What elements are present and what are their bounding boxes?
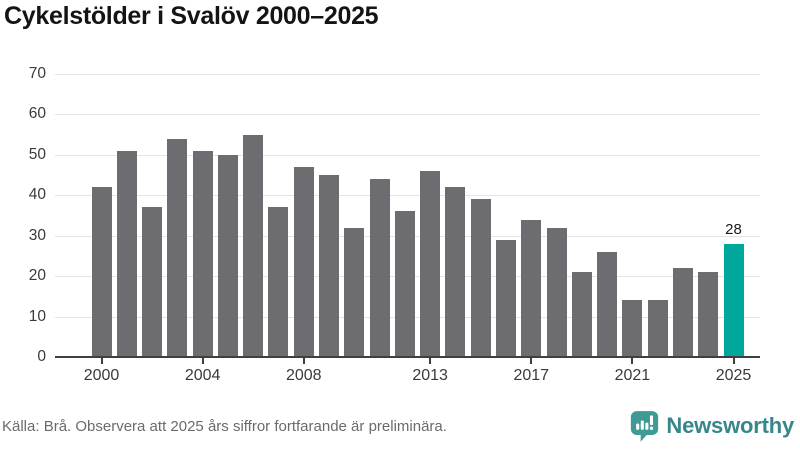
newsworthy-wordmark: Newsworthy: [666, 413, 794, 438]
x-axis-label: 2000: [83, 367, 120, 384]
newsworthy-logo-icon: [630, 410, 659, 442]
bar-2011: [369, 179, 390, 357]
x-axis-tick: [201, 358, 204, 364]
bar-2018: [546, 227, 567, 357]
bar-2010: [344, 227, 365, 357]
x-axis-label: 2021: [614, 367, 651, 384]
bar-2001: [116, 150, 137, 357]
x-axis-label: 2004: [184, 367, 221, 384]
x-axis-tick: [530, 358, 533, 364]
chart-title: Cykelstölder i Svalöv 2000–2025: [4, 2, 379, 30]
footer: Källa: Brå. Observera att 2025 års siffr…: [0, 406, 800, 450]
x-axis-tick: [100, 358, 103, 364]
bar-2013: [420, 171, 441, 357]
y-axis-label: 70: [28, 65, 46, 82]
bar-2022: [647, 300, 668, 357]
bar-2012: [394, 211, 415, 357]
bar-2007: [268, 207, 289, 357]
y-axis-label: 10: [28, 307, 46, 325]
bar-2019: [571, 272, 592, 357]
bar-2024: [698, 272, 719, 357]
x-axis-tick: [429, 358, 432, 364]
y-axis-label: 0: [37, 348, 46, 365]
y-axis-label: 30: [28, 226, 46, 244]
bar-2003: [167, 138, 188, 357]
bar-2006: [243, 134, 264, 357]
bar-2021: [622, 300, 643, 357]
bar-2017: [521, 219, 542, 357]
y-gridline: [55, 195, 760, 197]
newsworthy-logo: Newsworthy: [630, 410, 794, 442]
x-axis-label: 2008: [285, 367, 322, 384]
bar-2004: [192, 150, 213, 357]
bar-2025: [723, 243, 744, 357]
y-axis-label: 20: [28, 267, 46, 285]
bar-2008: [293, 166, 314, 357]
y-axis-label: 60: [28, 105, 46, 123]
bar-2002: [142, 207, 163, 357]
x-axis-tick: [732, 358, 735, 364]
source-note: Källa: Brå. Observera att 2025 års siffr…: [2, 417, 447, 435]
value-label: 28: [725, 220, 742, 238]
bar-2020: [597, 251, 618, 357]
bar-2005: [217, 154, 238, 357]
y-gridline: [55, 154, 760, 156]
y-axis-label: 50: [28, 145, 46, 163]
bar-2015: [470, 199, 491, 357]
y-axis-label: 40: [28, 186, 46, 204]
x-axis-tick: [302, 358, 305, 364]
y-gridline: [55, 114, 760, 116]
x-axis-line: [55, 356, 760, 358]
y-gridline: [55, 74, 760, 75]
bar-2023: [672, 268, 693, 357]
bar-2009: [319, 175, 340, 357]
x-axis-label: 2017: [513, 367, 550, 384]
bar-2000: [91, 187, 112, 357]
bar-2014: [445, 187, 466, 357]
bar-2016: [495, 239, 516, 357]
x-axis-tick: [631, 358, 634, 364]
x-axis-label: 2013: [412, 367, 448, 384]
x-axis-label: 2025: [715, 367, 752, 384]
